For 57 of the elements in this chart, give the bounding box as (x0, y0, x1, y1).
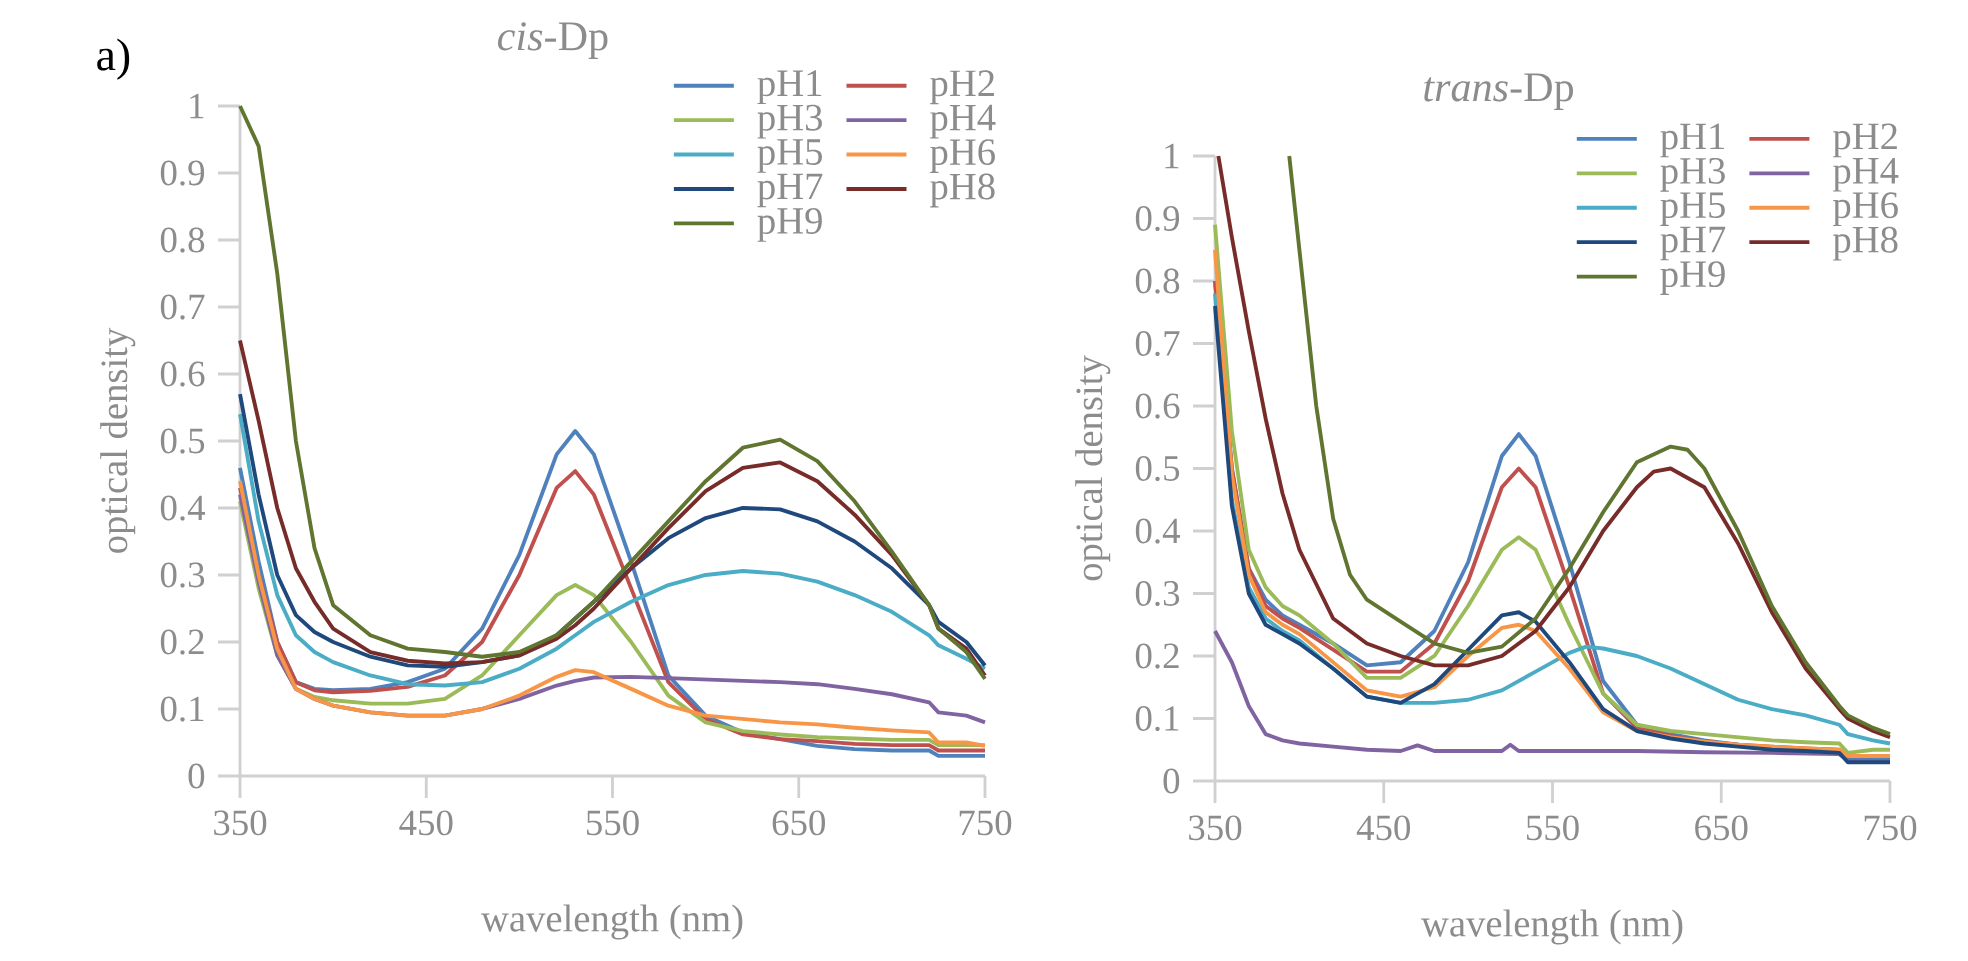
x-tick-label: 350 (1189, 815, 1242, 841)
legend-label: pH7 (1660, 226, 1726, 261)
y-tick-label: 0.4 (160, 495, 205, 521)
legend-label: pH8 (930, 173, 995, 208)
y-tick-label: 0.4 (1135, 518, 1180, 544)
y-tick-label: 0.8 (1135, 268, 1180, 294)
y-tick-label: 0.2 (1135, 643, 1179, 669)
x-axis-title: wavelength (nm) (1421, 909, 1683, 945)
x-tick-label: 750 (1864, 815, 1917, 841)
y-tick-label: 0 (188, 763, 205, 789)
legend-label: pH5 (757, 139, 822, 173)
legend-label: pH4 (930, 104, 996, 139)
x-tick-label: 650 (772, 810, 826, 836)
legend-label: pH5 (1660, 192, 1725, 226)
legend-label: pH1 (1660, 123, 1725, 158)
y-tick-label: 0.7 (160, 294, 205, 320)
chart-title: cis-Dp (498, 22, 608, 60)
legend-label: pH4 (1833, 157, 1899, 192)
x-tick-label: 550 (586, 810, 639, 836)
y-tick-label: 1 (1165, 143, 1179, 169)
y-tick-label: 1 (190, 93, 204, 119)
y-tick-label: 0.1 (1135, 705, 1179, 731)
y-tick-label: 0.5 (160, 428, 205, 454)
x-tick-label: 650 (1695, 815, 1748, 841)
y-tick-label: 0.6 (1135, 393, 1180, 419)
y-tick-label: 0.7 (1135, 330, 1180, 356)
legend-label: pH6 (930, 139, 995, 173)
legend-label: pH9 (1660, 261, 1725, 295)
x-tick-label: 550 (1526, 815, 1579, 841)
x-axis-title: wavelength (nm) (481, 904, 743, 940)
legend-label: pH1 (757, 70, 822, 105)
y-tick-label: 0.9 (1135, 205, 1180, 231)
y-tick-label: 0.2 (160, 629, 204, 655)
x-tick-label: 450 (1356, 815, 1411, 841)
legend-label: pH8 (1833, 226, 1898, 261)
legend-label: pH7 (757, 173, 823, 208)
y-tick-label: 0.3 (160, 562, 205, 588)
y-tick-label: 0.3 (1135, 580, 1180, 606)
x-tick-label: 750 (959, 810, 1012, 836)
y-tick-label: 0 (1163, 768, 1180, 794)
chart-title: trans-Dp (1424, 73, 1574, 110)
y-tick-label: 0.6 (160, 361, 205, 387)
legend-label: pH2 (930, 70, 994, 105)
legend-label: pH6 (1833, 192, 1898, 227)
x-tick-label: 350 (214, 810, 267, 836)
legend-label: pH3 (757, 104, 822, 139)
legend-label: pH3 (1660, 157, 1725, 192)
y-tick-label: 0.1 (160, 696, 204, 722)
y-axis-title: optical density (100, 327, 136, 553)
y-tick-label: 0.9 (160, 160, 205, 186)
y-tick-label: 0.8 (160, 227, 205, 253)
legend-label: pH9 (757, 208, 822, 242)
legend-label: pH2 (1833, 123, 1897, 158)
text: a) (97, 38, 130, 80)
x-tick-label: 450 (399, 810, 453, 836)
y-tick-label: 0.5 (1135, 455, 1180, 481)
y-axis-title: optical density (1075, 355, 1111, 581)
